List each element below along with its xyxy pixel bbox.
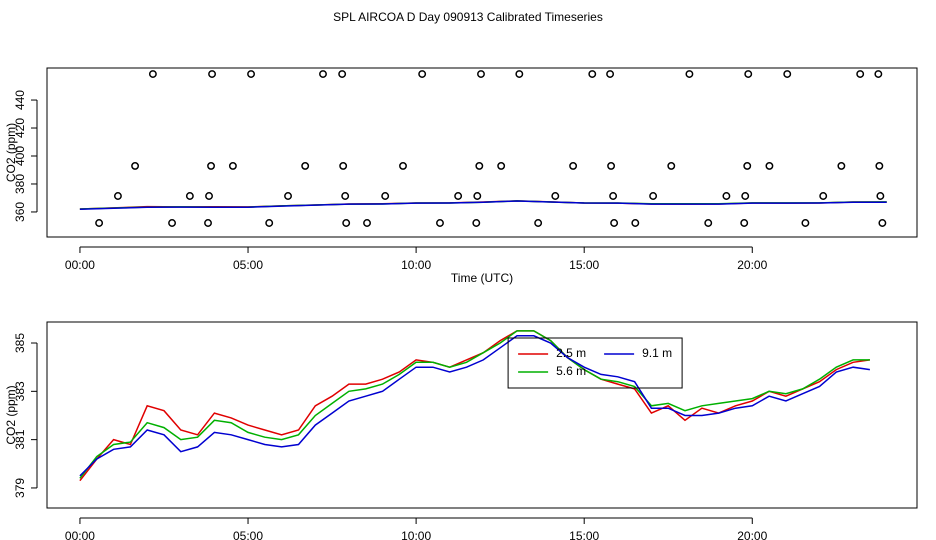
calibration-point [265, 219, 274, 227]
calibration-point [878, 219, 887, 227]
calibration-point [341, 192, 350, 200]
x-tick-label: 10:00 [401, 258, 431, 272]
calibration-point [284, 192, 292, 200]
y-tick-label: 380 [13, 174, 27, 194]
calibration-point [801, 219, 810, 227]
calibration-point [588, 70, 597, 78]
calibration-point [874, 70, 883, 78]
series-line [79, 330, 870, 479]
series-line [79, 335, 871, 477]
calibration-point [475, 161, 484, 170]
calibration-point [477, 70, 485, 78]
calibration-point [381, 192, 390, 200]
calibration-point [609, 192, 618, 200]
plot-frame [46, 321, 918, 509]
calibration-point [95, 219, 104, 227]
calibration-point [534, 219, 543, 227]
calibration-point [765, 161, 774, 170]
calibration-point [204, 219, 212, 227]
calibration-point [607, 161, 616, 170]
y-tick-label: 360 [13, 202, 27, 222]
x-tick-label: 00:00 [65, 529, 95, 540]
series-line [79, 200, 887, 210]
x-tick-label: 20:00 [737, 258, 767, 272]
x-tick-label: 15:00 [569, 258, 599, 272]
calibration-point [740, 219, 749, 227]
calibration-point [606, 70, 615, 78]
calibration-point [301, 161, 310, 170]
calibration-point [208, 70, 217, 78]
calibration-point [722, 192, 731, 200]
calibration-point [783, 70, 792, 78]
calibration-point [339, 161, 348, 170]
y-tick-label: 383 [13, 381, 27, 401]
x-tick-label: 05:00 [233, 529, 263, 540]
calibration-point [631, 219, 640, 227]
y-axis-label: CO2 (ppm) [4, 123, 18, 182]
x-tick-label: 20:00 [737, 529, 767, 540]
calibration-point [131, 161, 140, 170]
calibration-point [856, 70, 865, 78]
calibration-point [876, 192, 885, 200]
calibration-point [610, 219, 619, 227]
calibration-point [342, 219, 351, 227]
calibration-point [819, 192, 828, 200]
legend-label: 2.5 m [556, 346, 586, 360]
calibration-point [148, 70, 157, 78]
plot-frame [46, 67, 918, 238]
y-tick-label: 440 [13, 90, 27, 110]
calibration-point [113, 192, 122, 200]
calibration-point [185, 192, 194, 200]
calibration-point [649, 192, 658, 200]
y-axis-label: CO2 (ppm) [4, 385, 18, 444]
calibration-point [399, 161, 407, 170]
calibration-point [741, 192, 750, 200]
x-tick-label: 10:00 [401, 529, 431, 540]
calibration-point [228, 161, 237, 170]
calibration-point [667, 161, 676, 170]
y-tick-label: 381 [13, 429, 27, 449]
calibration-point [551, 192, 560, 200]
legend-label: 5.6 m [556, 364, 586, 378]
y-tick-label: 379 [13, 478, 27, 498]
calibration-point [205, 192, 213, 200]
calibration-point [837, 161, 846, 170]
calibration-point [338, 70, 347, 78]
calibration-point [168, 219, 177, 227]
y-tick-label: 420 [13, 118, 27, 138]
calibration-point [319, 70, 327, 78]
calibration-point [569, 161, 578, 170]
legend-label: 9.1 m [642, 346, 672, 360]
calibration-point [685, 70, 694, 78]
y-tick-label: 385 [13, 333, 27, 353]
calibration-point [704, 219, 713, 227]
calibration-point [743, 161, 752, 170]
legend-box [507, 337, 683, 389]
calibration-point [418, 70, 427, 78]
x-tick-label: 00:00 [65, 258, 95, 272]
figure-title: SPL AIRCOA D Day 090913 Calibrated Times… [333, 10, 603, 24]
y-tick-label: 400 [13, 146, 27, 166]
calibration-point [875, 161, 884, 170]
x-axis-label: Time (UTC) [451, 271, 513, 285]
calibration-point [207, 161, 215, 170]
calibration-point [744, 70, 753, 78]
calibration-point [436, 219, 444, 227]
x-tick-label: 05:00 [233, 258, 263, 272]
calibration-point [473, 192, 482, 200]
calibration-point [363, 219, 371, 227]
calibration-point [472, 219, 481, 227]
calibration-point [247, 70, 256, 78]
series-line [79, 330, 871, 482]
calibration-point [515, 70, 524, 78]
x-tick-label: 15:00 [569, 529, 599, 540]
calibration-point [454, 192, 463, 200]
calibration-point [497, 161, 506, 170]
